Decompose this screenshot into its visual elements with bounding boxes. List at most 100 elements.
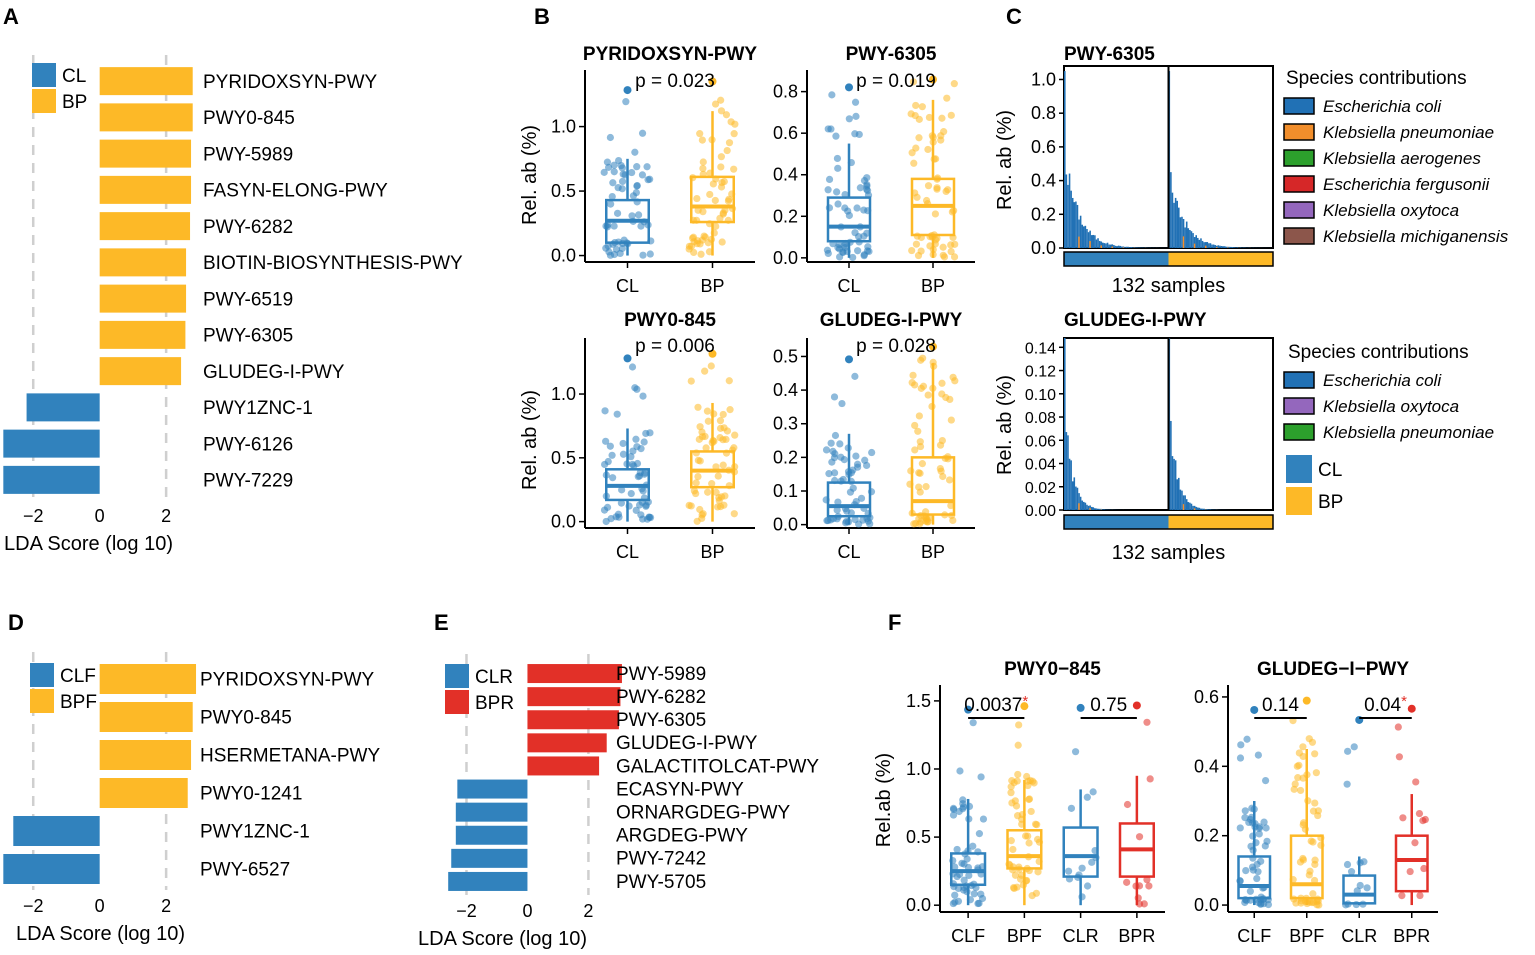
data-point bbox=[1236, 824, 1244, 832]
data-point bbox=[1145, 882, 1153, 890]
y-tick-label: 0.0 bbox=[773, 248, 798, 268]
outlier-point bbox=[845, 83, 853, 92]
data-point bbox=[965, 871, 973, 880]
data-point bbox=[1395, 753, 1403, 761]
data-point bbox=[863, 229, 871, 237]
stacked-bar-ecoli bbox=[1204, 509, 1207, 510]
stacked-bar-ecoli bbox=[1078, 493, 1080, 510]
data-point bbox=[617, 499, 625, 507]
data-point bbox=[833, 506, 841, 514]
bar-argdeg-pwy bbox=[455, 825, 528, 845]
data-point bbox=[717, 107, 726, 115]
data-point bbox=[947, 501, 955, 510]
legend-swatch bbox=[32, 63, 56, 87]
data-point bbox=[949, 811, 958, 819]
y-tick-label: 0.12 bbox=[1025, 364, 1056, 381]
stacked-bar-ecoli bbox=[1092, 507, 1095, 510]
stacked-bar-ecoli bbox=[1209, 243, 1212, 248]
data-point bbox=[609, 179, 617, 187]
stacked-bar-ecoli bbox=[1087, 232, 1090, 248]
data-point bbox=[830, 393, 839, 401]
data-point bbox=[726, 406, 734, 414]
data-point bbox=[970, 890, 978, 898]
bar-fasyn-elong-pwy bbox=[99, 175, 192, 204]
data-point bbox=[1420, 864, 1428, 873]
data-point bbox=[1078, 864, 1086, 872]
stacked-bar-ecoli bbox=[1200, 238, 1202, 248]
box-cl bbox=[826, 196, 872, 243]
data-point bbox=[1394, 723, 1402, 731]
data-point bbox=[825, 470, 833, 478]
data-point bbox=[1088, 858, 1096, 866]
y-tick-label: 0.5 bbox=[773, 346, 798, 366]
stacked-bar-ecoli bbox=[1071, 481, 1074, 510]
data-point bbox=[834, 200, 842, 208]
bar-label: ECASYN-PWY bbox=[616, 779, 744, 800]
data-point bbox=[612, 513, 620, 521]
data-point bbox=[1034, 868, 1042, 876]
x-axis-title: LDA Score (log 10) bbox=[418, 928, 587, 950]
stacked-bar-ecoli bbox=[1086, 504, 1088, 510]
legend-swatch bbox=[1283, 371, 1315, 389]
stacked-bar-ecoli bbox=[1184, 227, 1186, 248]
panel-label: B bbox=[534, 4, 550, 29]
y-tick-label: 1.0 bbox=[551, 117, 576, 137]
p-value: p = 0.028 bbox=[856, 336, 936, 357]
legend-species: Klebsiella pneumoniae bbox=[1323, 123, 1494, 142]
legend-label: BP bbox=[62, 92, 87, 113]
y-tick-label: 0.0 bbox=[551, 512, 576, 532]
stacked-bar-ecoli bbox=[1076, 204, 1079, 248]
stacked-bar-ecoli bbox=[1187, 502, 1190, 510]
x-tick-label: BPF bbox=[1007, 926, 1042, 946]
stacked-bar-ecoli bbox=[1095, 239, 1098, 248]
data-point bbox=[712, 222, 720, 230]
group-strip-bp bbox=[1168, 252, 1273, 266]
stacked-bar-ecoli bbox=[1083, 226, 1085, 248]
data-point bbox=[918, 103, 926, 111]
data-point bbox=[863, 174, 871, 182]
group-strip-cl bbox=[1064, 515, 1169, 529]
y-tick-label: 0.4 bbox=[773, 380, 798, 400]
stacked-bar-ecoli bbox=[1065, 174, 1068, 248]
outlier-point bbox=[929, 75, 937, 84]
x-tick-label: CLR bbox=[1341, 926, 1377, 946]
data-point bbox=[831, 450, 839, 458]
y-tick-label: 0.10 bbox=[1025, 387, 1056, 404]
data-point bbox=[1007, 789, 1015, 797]
data-point bbox=[925, 113, 934, 122]
data-point bbox=[1293, 762, 1301, 770]
data-point bbox=[859, 516, 867, 524]
stacked-bar-ecoli bbox=[1206, 242, 1209, 248]
data-point bbox=[933, 184, 941, 192]
stacked-bar-ecoli bbox=[1103, 243, 1106, 248]
data-point bbox=[834, 164, 842, 172]
stacked-bar-secondary bbox=[1216, 247, 1218, 248]
data-point bbox=[919, 382, 928, 390]
stacked-bar-ecoli bbox=[1178, 207, 1180, 248]
stacked-bar-secondary bbox=[1089, 508, 1091, 510]
data-point bbox=[622, 98, 630, 106]
stacked-bar-ecoli bbox=[1181, 490, 1183, 510]
x-tick-label: −2 bbox=[456, 901, 477, 921]
box-clr bbox=[1062, 826, 1099, 878]
data-point bbox=[1014, 741, 1022, 749]
stacked-bar-ecoli bbox=[1190, 503, 1193, 510]
legend-swatch bbox=[1283, 97, 1315, 115]
data-point bbox=[1146, 775, 1154, 783]
data-point bbox=[724, 197, 733, 205]
y-tick-label: 0.2 bbox=[773, 447, 798, 467]
data-point bbox=[1297, 786, 1305, 795]
stacked-bar-ecoli bbox=[1132, 247, 1134, 248]
data-point bbox=[1241, 898, 1249, 907]
comparison-pvalue: 0.04* bbox=[1364, 693, 1407, 716]
stacked-bar-ecoli bbox=[1121, 246, 1123, 248]
outlier-point bbox=[964, 705, 973, 714]
data-point bbox=[1242, 867, 1250, 875]
stacked-bar-ecoli bbox=[1182, 219, 1185, 248]
data-point bbox=[1309, 838, 1317, 846]
data-point bbox=[963, 855, 971, 863]
y-axis-title: Rel. ab (%) bbox=[994, 110, 1016, 210]
stacked-bar-ecoli bbox=[1184, 495, 1186, 510]
data-point bbox=[606, 133, 614, 142]
data-point bbox=[700, 232, 708, 240]
